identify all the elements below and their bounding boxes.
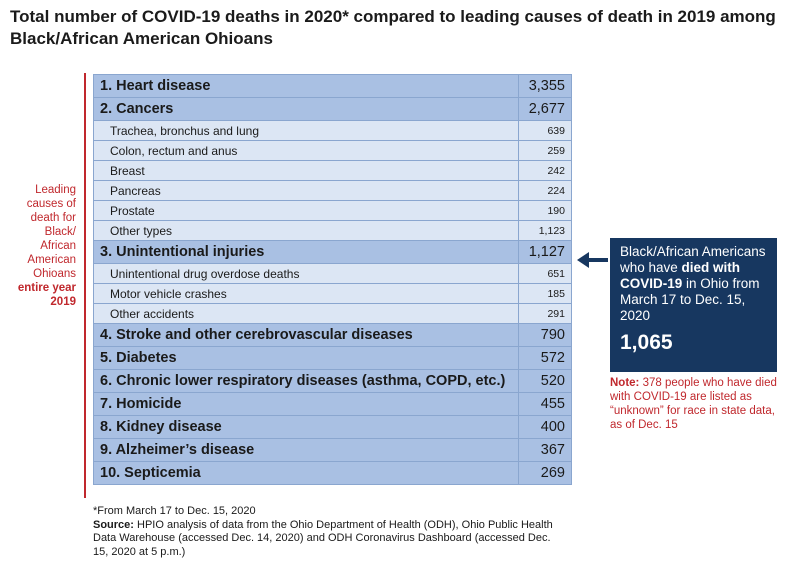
cause-value: 224 bbox=[518, 180, 572, 201]
note-label: Note: bbox=[610, 377, 640, 389]
cause-label: Colon, rectum and anus bbox=[93, 140, 519, 161]
chart-title: Total number of COVID-19 deaths in 2020*… bbox=[10, 7, 776, 48]
footnote: *From March 17 to Dec. 15, 2020 Source: … bbox=[93, 505, 563, 559]
cause-value: 651 bbox=[518, 263, 572, 284]
cause-label: Trachea, bronchus and lung bbox=[93, 120, 519, 141]
subcause-row: Unintentional drug overdose deaths 651 bbox=[93, 263, 572, 284]
cause-label: 4. Stroke and other cerebrovascular dise… bbox=[93, 323, 519, 347]
cause-value: 259 bbox=[518, 140, 572, 161]
cause-row: 10. Septicemia 269 bbox=[93, 461, 572, 485]
cause-row: 3. Unintentional injuries 1,127 bbox=[93, 240, 572, 264]
note-text: Note: 378 people who have died with COVI… bbox=[610, 376, 790, 432]
cause-value: 242 bbox=[518, 160, 572, 181]
cause-value: 367 bbox=[518, 438, 572, 462]
cause-row: 8. Kidney disease 400 bbox=[93, 415, 572, 439]
cause-label: 2. Cancers bbox=[93, 97, 519, 121]
cause-value: 2,677 bbox=[518, 97, 572, 121]
sidebar-label-text: Leading causes of death for Black/ Afric… bbox=[26, 184, 76, 280]
cause-value: 1,123 bbox=[518, 220, 572, 241]
cause-value: 639 bbox=[518, 120, 572, 141]
callout-text-1: Black/African Americans who have bbox=[620, 244, 766, 275]
cause-row: 6. Chronic lower respiratory diseases (a… bbox=[93, 369, 572, 393]
subcause-row: Motor vehicle crashes 185 bbox=[93, 283, 572, 304]
cause-label: 3. Unintentional injuries bbox=[93, 240, 519, 264]
callout-value: 1,065 bbox=[620, 331, 673, 354]
causes-table: 1. Heart disease 3,355 2. Cancers 2,677 Trac… bbox=[93, 74, 572, 485]
cause-label: 7. Homicide bbox=[93, 392, 519, 416]
source-label: Source: bbox=[93, 518, 134, 531]
cause-row: 4. Stroke and other cerebrovascular dise… bbox=[93, 323, 572, 347]
cause-row: 7. Homicide 455 bbox=[93, 392, 572, 416]
cause-value: 190 bbox=[518, 200, 572, 221]
sidebar-label-bold: entire year 2019 bbox=[17, 282, 76, 308]
cause-label: Prostate bbox=[93, 200, 519, 221]
callout-text-bold: died with COVID-19 bbox=[620, 260, 741, 291]
cause-label: 5. Diabetes bbox=[93, 346, 519, 370]
cause-value: 400 bbox=[518, 415, 572, 439]
cause-label: Breast bbox=[93, 160, 519, 181]
cause-label: 9. Alzheimer’s disease bbox=[93, 438, 519, 462]
cause-value: 1,127 bbox=[518, 240, 572, 264]
sidebar-divider-line bbox=[84, 73, 86, 498]
cause-row: 9. Alzheimer’s disease 367 bbox=[93, 438, 572, 462]
subcause-row: Other types 1,123 bbox=[93, 220, 572, 241]
cause-label: Other accidents bbox=[93, 303, 519, 324]
cause-value: 3,355 bbox=[518, 74, 572, 98]
cause-label: Other types bbox=[93, 220, 519, 241]
source-text: HPIO analysis of data from the Ohio Depa… bbox=[93, 518, 553, 558]
cause-value: 520 bbox=[518, 369, 572, 393]
note-body: 378 people who have died with COVID-19 a… bbox=[610, 377, 777, 431]
cause-value: 790 bbox=[518, 323, 572, 347]
cause-label: Motor vehicle crashes bbox=[93, 283, 519, 304]
sidebar-label: Leading causes of death for Black/ Afric… bbox=[8, 183, 76, 309]
footnote-source: Source: HPIO analysis of data from the O… bbox=[93, 519, 563, 560]
arrow-left-icon bbox=[577, 252, 608, 268]
cause-label: Pancreas bbox=[93, 180, 519, 201]
subcause-row: Pancreas 224 bbox=[93, 180, 572, 201]
cause-row: 2. Cancers 2,677 bbox=[93, 97, 572, 121]
subcause-row: Breast 242 bbox=[93, 160, 572, 181]
cause-value: 572 bbox=[518, 346, 572, 370]
cause-value: 269 bbox=[518, 461, 572, 485]
footnote-asterisk: *From March 17 to Dec. 15, 2020 bbox=[93, 505, 256, 517]
subcause-row: Prostate 190 bbox=[93, 200, 572, 221]
cause-row: 1. Heart disease 3,355 bbox=[93, 74, 572, 98]
cause-label: 6. Chronic lower respiratory diseases (a… bbox=[93, 369, 519, 393]
covid-callout-box: Black/African Americans who have died wi… bbox=[610, 238, 777, 372]
callout-text-2: in Ohio from March 17 to Dec. 15, 2020 bbox=[620, 276, 760, 323]
cause-value: 455 bbox=[518, 392, 572, 416]
cause-label: Unintentional drug overdose deaths bbox=[93, 263, 519, 284]
cause-label: 1. Heart disease bbox=[93, 74, 519, 98]
cause-row: 5. Diabetes 572 bbox=[93, 346, 572, 370]
subcause-row: Colon, rectum and anus 259 bbox=[93, 140, 572, 161]
cause-label: 8. Kidney disease bbox=[93, 415, 519, 439]
cause-value: 291 bbox=[518, 303, 572, 324]
subcause-row: Trachea, bronchus and lung 639 bbox=[93, 120, 572, 141]
callout-description: Black/African Americans who have died wi… bbox=[620, 244, 771, 324]
causes-table-body: 1. Heart disease 3,355 2. Cancers 2,677 Trac… bbox=[93, 74, 572, 485]
subcause-row: Other accidents 291 bbox=[93, 303, 572, 324]
cause-value: 185 bbox=[518, 283, 572, 304]
cause-label: 10. Septicemia bbox=[93, 461, 519, 485]
